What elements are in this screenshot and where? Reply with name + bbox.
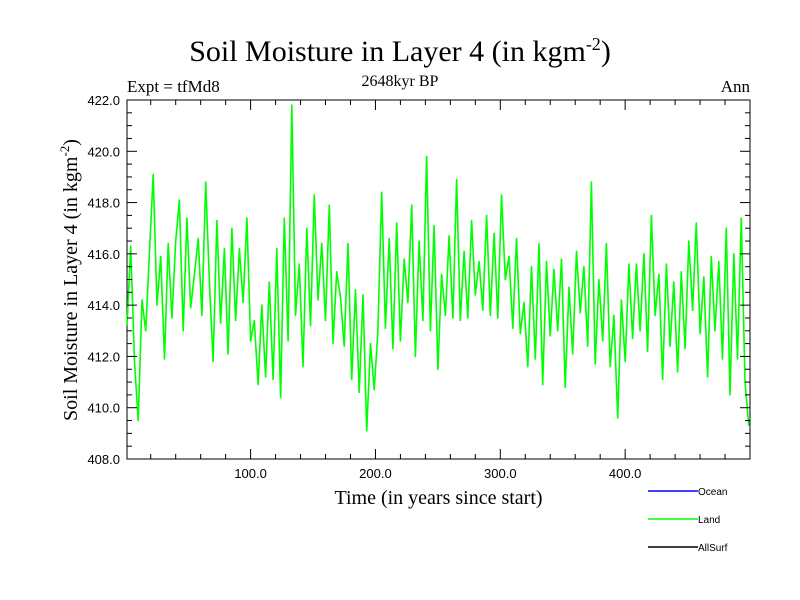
y-tick-label: 420.0 [87, 144, 120, 159]
plot-area [126, 99, 751, 460]
y-axis-ticks: 408.0 410.0 412.0 414.0 416.0 418.0 420.0 422.0 [87, 93, 750, 467]
y-tick-label: 410.0 [87, 401, 120, 416]
y-tick-label: 408.0 [87, 452, 120, 467]
x-axis-ticks: 100.0 200.0 300.0 400.0 [150, 100, 726, 481]
experiment-label: Expt = tfMd8 [127, 77, 220, 96]
y-tick-label: 418.0 [87, 196, 120, 211]
legend-label-ocean: Ocean [698, 487, 727, 498]
x-tick-label: 100.0 [234, 466, 267, 481]
y-axis-label: Soil Moisture in Layer 4 (in kgm-2) [57, 139, 82, 421]
legend-label-allsurf: AllSurf [698, 543, 728, 554]
legend-label-land: Land [698, 515, 720, 526]
y-tick-label: 422.0 [87, 93, 120, 108]
legend: Ocean Land AllSurf [648, 487, 728, 554]
x-axis-label: Time (in years since start) [334, 487, 543, 509]
plot-frame [126, 99, 751, 460]
x-tick-label: 200.0 [359, 466, 392, 481]
y-tick-label: 414.0 [87, 298, 120, 313]
x-tick-label: 300.0 [484, 466, 517, 481]
y-tick-label: 416.0 [87, 247, 120, 262]
chart-subtitle: 2648kyr BP [361, 73, 439, 90]
chart-title: Soil Moisture in Layer 4 (in kgm-2) [189, 34, 611, 68]
y-tick-label: 412.0 [87, 349, 120, 364]
series-line-land [126, 104, 750, 432]
period-label: Ann [720, 77, 750, 96]
x-tick-label: 400.0 [609, 466, 642, 481]
